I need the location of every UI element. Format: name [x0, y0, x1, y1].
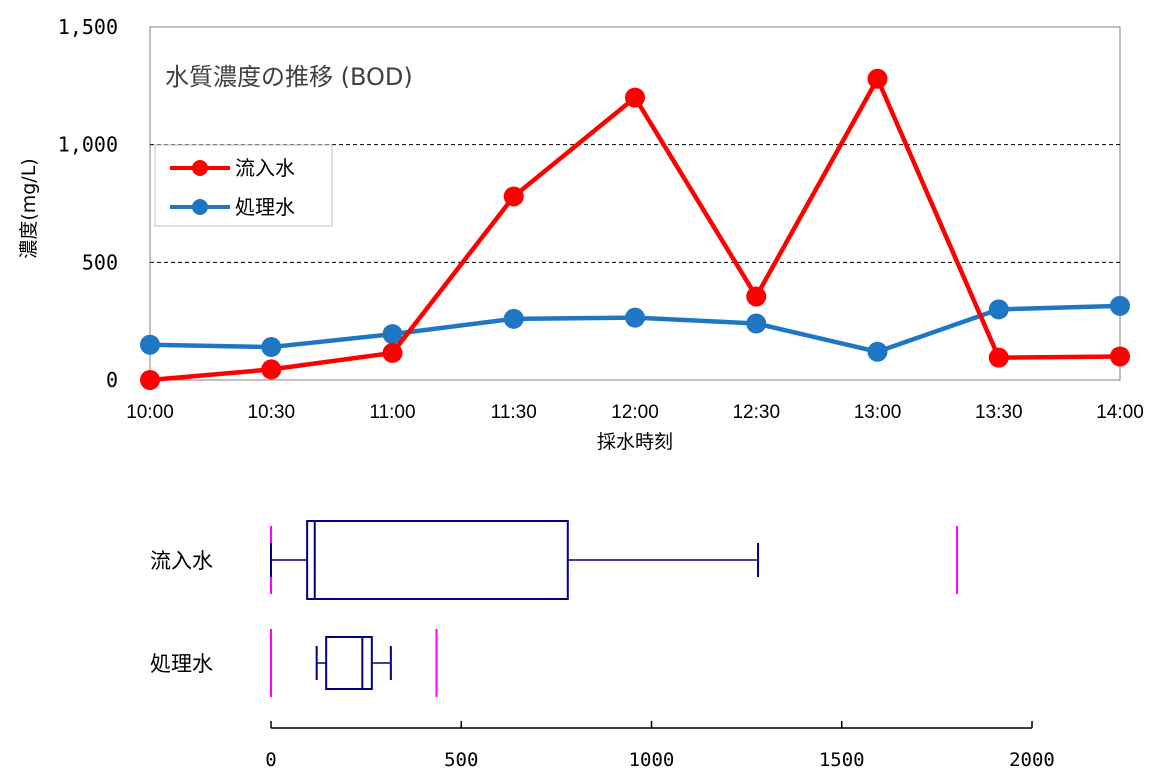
y-tick-label: 1,500: [58, 15, 118, 39]
data-point-inflow: [140, 370, 160, 390]
box-x-tick-label: 2000: [1009, 749, 1055, 771]
data-point-inflow: [382, 342, 403, 363]
data-point-inflow: [746, 286, 767, 307]
x-tick-label: 14:00: [1096, 402, 1144, 423]
y-axis-label: 濃度(mg/L): [18, 158, 40, 258]
data-point-treated: [382, 324, 403, 345]
x-tick-label: 12:30: [732, 402, 780, 423]
box-category-label: 流入水: [150, 549, 213, 573]
legend-label-treated: 処理水: [235, 195, 295, 219]
x-tick-label: 11:00: [369, 402, 415, 423]
x-tick-label: 10:30: [247, 402, 295, 423]
data-point-inflow: [867, 68, 888, 89]
y-tick-label: 500: [82, 250, 118, 274]
plot-area-frame: [149, 26, 1121, 381]
x-tick-label: 10:00: [126, 402, 174, 423]
chart-title: 水質濃度の推移 (BOD): [165, 63, 413, 91]
legend-marker-treated: [192, 199, 208, 215]
data-point-treated: [746, 313, 767, 334]
box-x-tick-label: 1000: [629, 749, 675, 771]
x-tick-label: 11:30: [491, 402, 537, 423]
box-x-axis: 0 500 1000 1500 2000: [265, 721, 1055, 771]
y-tick-label: 0: [106, 368, 118, 392]
data-point-treated: [625, 307, 645, 328]
data-point-inflow: [1110, 346, 1130, 367]
box-x-tick-label: 500: [444, 749, 478, 771]
data-point-treated: [140, 334, 160, 355]
box-x-tick-label: 1500: [819, 749, 865, 771]
box-iqr: [306, 520, 569, 600]
x-tick-label: 12:00: [611, 402, 659, 423]
line-chart: 0 500 1,000 1,500 10:00 10:30 11:00 11:30 12:00…: [18, 15, 1144, 453]
data-point-inflow: [503, 186, 524, 207]
data-point-inflow: [988, 347, 1009, 368]
legend-label-inflow: 流入水: [235, 156, 295, 180]
x-axis-label: 採水時刻: [597, 431, 673, 453]
data-point-treated: [503, 308, 524, 329]
x-tick-label: 13:00: [854, 402, 902, 423]
box-category-label: 処理水: [150, 652, 213, 676]
series-line-inflow: [149, 76, 1121, 383]
y-tick-label: 1,000: [58, 133, 118, 157]
y-axis-ticks: 0 500 1,000 1,500: [58, 15, 118, 392]
data-point-inflow: [625, 87, 645, 108]
box-treated: 処理水: [150, 629, 438, 697]
data-point-treated: [867, 341, 888, 362]
legend-marker-inflow: [192, 160, 208, 176]
box-iqr: [325, 636, 373, 690]
data-point-treated: [261, 337, 282, 358]
series-group: [140, 68, 1130, 390]
x-axis-ticks: 10:00 10:30 11:00 11:30 12:00 12:30 13:00 13:30…: [126, 402, 1144, 423]
x-tick-label: 13:30: [975, 402, 1023, 423]
box-x-tick-label: 0: [265, 749, 276, 771]
legend-frame: [154, 144, 333, 227]
data-point-treated: [1110, 295, 1130, 316]
legend: 流入水 処理水: [154, 144, 333, 227]
data-point-treated: [988, 299, 1009, 320]
box-inflow: 流入水: [150, 520, 959, 600]
data-point-inflow: [261, 359, 282, 380]
